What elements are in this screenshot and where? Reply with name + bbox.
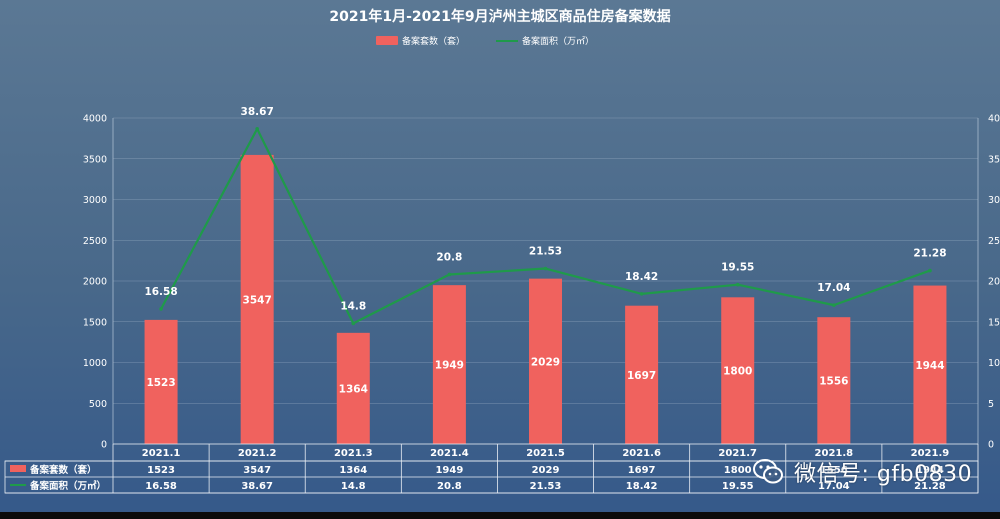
line-point <box>351 321 356 326</box>
y-right-tick-label: 35 <box>988 154 1000 165</box>
table-cell-bar: 1556 <box>820 465 848 476</box>
table-swatch-bar <box>10 465 26 472</box>
y-left-tick-label: 2000 <box>83 277 107 288</box>
bar-data-label: 1944 <box>915 360 944 372</box>
bar <box>432 285 466 444</box>
watermark-text: 微信号: gfb0830 <box>794 462 973 487</box>
bar <box>913 285 947 444</box>
y-left-tick-label: 0 <box>101 440 107 451</box>
y-left-tick-label: 1000 <box>83 358 107 369</box>
line-data-label: 21.28 <box>913 248 946 260</box>
table-cell-line: 20.8 <box>437 481 462 492</box>
x-tick-label: 2021.3 <box>334 448 373 459</box>
y-right-tick-label: 25 <box>988 236 1000 247</box>
y-right-tick-label: 20 <box>988 277 1000 288</box>
y-right-tick-label: 10 <box>988 358 1000 369</box>
legend-swatch-bar <box>376 36 398 45</box>
bar <box>817 317 851 444</box>
line-data-label: 38.67 <box>241 106 274 118</box>
line-point <box>832 303 836 307</box>
x-tick-label: 2021.4 <box>430 448 469 459</box>
bar-data-label: 1556 <box>819 376 848 388</box>
line-data-label: 21.53 <box>529 246 562 258</box>
y-left-tick-label: 4000 <box>83 114 107 125</box>
y-left-tick-label: 3000 <box>83 195 107 206</box>
y-left-tick-label: 1500 <box>83 317 107 328</box>
table-cell-bar: 1364 <box>339 465 367 476</box>
bar <box>336 332 370 444</box>
line-point <box>735 282 740 287</box>
bar-data-label: 1949 <box>435 360 464 372</box>
line-data-label: 18.42 <box>625 271 658 283</box>
x-tick-label: 2021.7 <box>718 448 757 459</box>
table-cell-line: 21.53 <box>530 481 562 492</box>
y-left-tick-label: 3500 <box>83 154 107 165</box>
bar-data-label: 1523 <box>146 377 175 389</box>
legend: 备案套数（套） 备案面积（万㎡） <box>376 35 594 47</box>
line-data-label: 19.55 <box>721 262 754 274</box>
table-cell-bar: 1697 <box>628 465 656 476</box>
table-cell-bar: 3547 <box>243 465 271 476</box>
line-series: 16.58 38.67 14.8 20.8 21.53 18.42 19.55 17.04 21… <box>144 106 947 326</box>
line-point <box>255 127 259 131</box>
wechat-icon <box>753 459 783 484</box>
bar-data-label: 2029 <box>531 356 560 368</box>
chart-title: 2021年1月-2021年9月泸州主城区商品住房备案数据 <box>329 8 670 25</box>
y-axis-left: 0 500 1000 1500 2000 2500 3000 3500 4000 <box>83 114 107 451</box>
y-left-tick-label: 2500 <box>83 236 107 247</box>
bar <box>625 305 659 444</box>
bar-data-label: 1800 <box>723 366 752 378</box>
x-tick-label: 2021.6 <box>622 448 661 459</box>
bar <box>240 154 274 444</box>
table-cell-bar: 1949 <box>435 465 463 476</box>
table-cell-line: 16.58 <box>145 481 177 492</box>
y-right-tick-label: 40 <box>988 114 1000 125</box>
x-tick-label: 2021.9 <box>911 448 950 459</box>
line-point <box>639 292 644 296</box>
table-cell-line: 18.42 <box>626 481 658 492</box>
x-tick-label: 2021.2 <box>238 448 277 459</box>
bar <box>721 297 755 444</box>
line-point <box>928 268 932 273</box>
bar-data-label: 3547 <box>243 294 272 306</box>
y-right-tick-label: 0 <box>988 440 994 451</box>
y-left-tick-label: 500 <box>89 399 107 410</box>
table-cell-line: 17.04 <box>818 481 850 492</box>
line-point <box>159 307 163 311</box>
table-row-label-line: 备案面积（万㎡） <box>29 480 106 492</box>
y-right-tick-label: 30 <box>988 195 1000 206</box>
x-tick-label: 2021.8 <box>815 448 854 459</box>
line-data-label: 20.8 <box>436 251 462 263</box>
table-cell-line: 38.67 <box>241 481 273 492</box>
table-cell-bar: 2029 <box>532 465 560 476</box>
bar-data-label: 1697 <box>627 370 656 382</box>
bar <box>529 278 562 444</box>
bottom-bar <box>0 512 1000 519</box>
table-cell-bar: 1944 <box>916 465 944 476</box>
table-cell-line: 21.28 <box>914 481 946 492</box>
x-tick-label: 2021.1 <box>142 448 181 459</box>
bar-series: 1523 3547 1364 1949 2029 1697 1800 1556 1944 <box>144 154 947 444</box>
legend-label-line: 备案面积（万㎡） <box>522 35 594 47</box>
data-table: 2021.1 1523 16.58 2021.2 3547 38.67 2021.3 1364… <box>4 443 979 494</box>
line-point <box>543 266 548 271</box>
line-data-label: 14.8 <box>340 300 366 312</box>
x-tick-label: 2021.5 <box>526 448 565 459</box>
table-row-label-bar: 备案套数（套） <box>29 464 97 476</box>
legend-label-bar: 备案套数（套） <box>402 35 465 47</box>
table-cell-bar: 1523 <box>147 465 175 476</box>
bar-data-label: 1364 <box>339 383 368 395</box>
y-right-tick-label: 15 <box>988 317 1000 328</box>
line-data-label: 16.58 <box>144 286 177 298</box>
table-cell-bar: 1800 <box>724 465 752 476</box>
y-axis-right: 0 5 10 15 20 25 30 35 40 <box>988 114 1000 451</box>
line-point <box>447 272 452 277</box>
line-data-label: 17.04 <box>817 282 850 294</box>
table-cell-line: 14.8 <box>341 481 366 492</box>
table-cell-line: 19.55 <box>722 481 754 492</box>
bar <box>144 319 178 444</box>
watermark: 微信号: gfb0830 <box>752 452 982 492</box>
y-right-tick-label: 5 <box>988 399 994 410</box>
